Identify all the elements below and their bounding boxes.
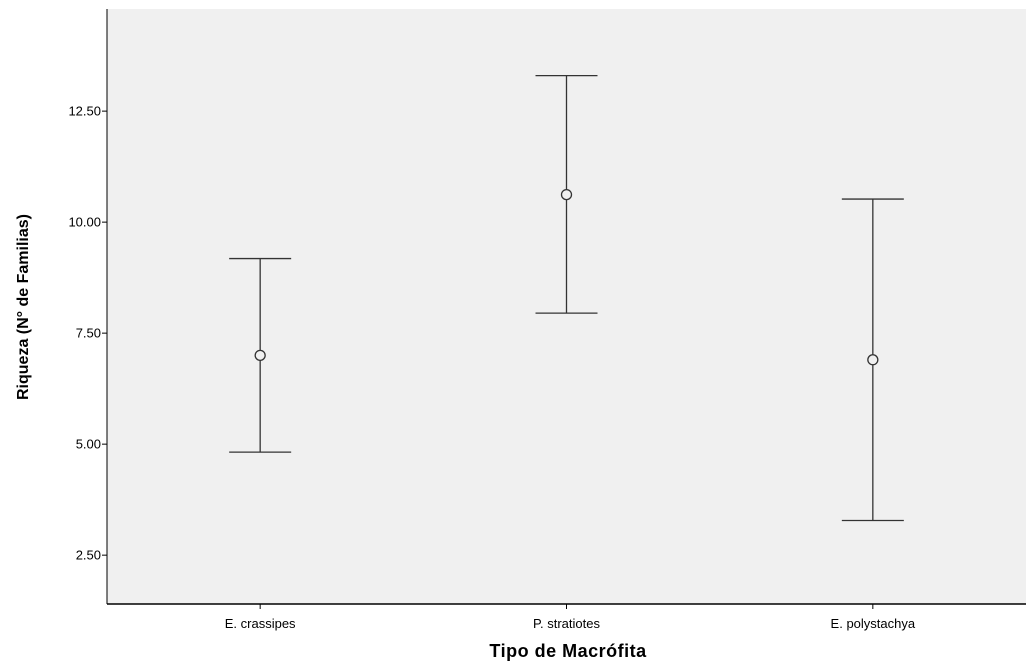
x-axis: E. crassipes P. stratiotes E. polystachya xyxy=(107,603,1026,631)
error-bars xyxy=(229,74,904,522)
y-tick-label: 10.00 xyxy=(68,215,101,230)
error-bar xyxy=(535,74,598,314)
mean-point xyxy=(867,354,879,366)
x-axis-title: Tipo de Macrófita xyxy=(489,641,647,661)
mean-point xyxy=(254,349,266,361)
y-axis-title: Riqueza (N° de Familias) xyxy=(15,214,32,400)
y-tick-label: 12.50 xyxy=(68,104,101,119)
y-tick-label: 2.50 xyxy=(76,548,101,563)
y-tick-label: 5.00 xyxy=(76,437,101,452)
x-tick-label: P. stratiotes xyxy=(533,616,600,631)
mean-point xyxy=(560,188,573,201)
x-tick-label: E. polystachya xyxy=(831,616,916,631)
error-bar xyxy=(229,257,292,453)
x-tick-label: E. crassipes xyxy=(225,616,296,631)
error-bar xyxy=(841,198,904,522)
y-tick-label: 7.50 xyxy=(76,326,101,341)
y-axis: 2.50 5.00 7.50 10.00 12.50 xyxy=(68,9,108,604)
